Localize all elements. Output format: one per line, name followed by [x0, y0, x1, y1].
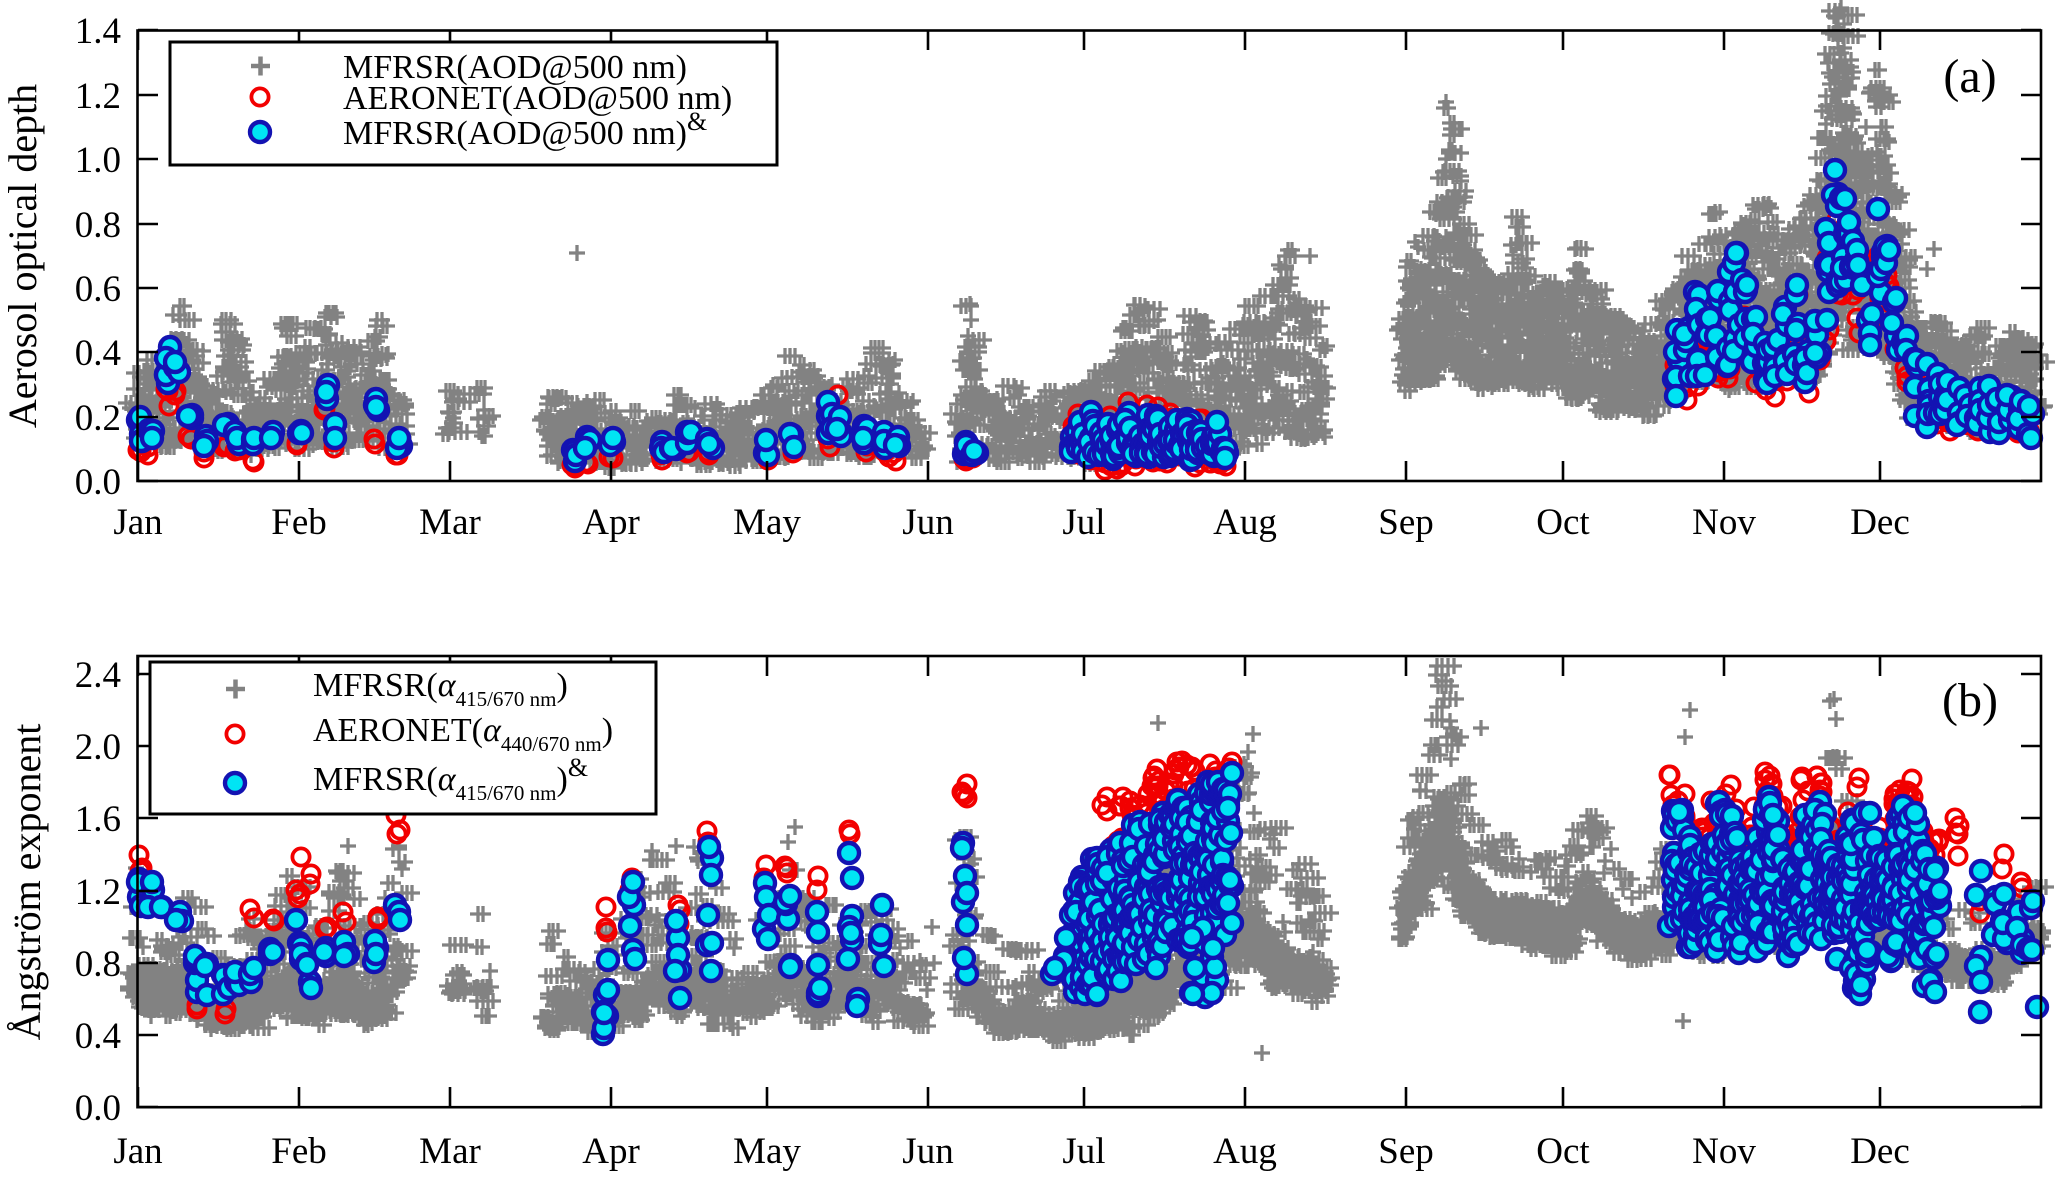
- svg-text:MFRSR(AOD@500 nm): MFRSR(AOD@500 nm): [343, 49, 687, 86]
- svg-text:Dec: Dec: [1850, 502, 1910, 543]
- svg-text:AERONET(AOD@500 nm): AERONET(AOD@500 nm): [343, 80, 732, 117]
- svg-text:0.8: 0.8: [75, 944, 121, 985]
- svg-text:Jan: Jan: [113, 1131, 162, 1172]
- svg-text:Aerosol optical depth: Aerosol optical depth: [0, 84, 45, 428]
- svg-text:Feb: Feb: [271, 502, 327, 543]
- svg-text:Jun: Jun: [902, 502, 953, 543]
- svg-text:0.8: 0.8: [75, 205, 121, 246]
- svg-text:1.2: 1.2: [75, 76, 121, 117]
- svg-text:Jul: Jul: [1062, 502, 1105, 543]
- svg-text:Nov: Nov: [1692, 1131, 1756, 1172]
- svg-text:0.2: 0.2: [75, 398, 121, 439]
- svg-text:(b): (b): [1942, 674, 1998, 727]
- svg-text:Aug: Aug: [1213, 1131, 1277, 1172]
- svg-text:Apr: Apr: [582, 1131, 640, 1172]
- svg-text:1.6: 1.6: [75, 799, 121, 840]
- svg-text:Sep: Sep: [1378, 502, 1434, 543]
- svg-text:Jul: Jul: [1062, 1131, 1105, 1172]
- svg-text:May: May: [733, 502, 801, 543]
- svg-text:Mar: Mar: [419, 502, 481, 543]
- svg-text:0.0: 0.0: [75, 462, 121, 503]
- svg-text:Apr: Apr: [582, 502, 640, 543]
- svg-text:MFRSR(AOD@500 nm)&: MFRSR(AOD@500 nm)&: [343, 107, 707, 152]
- svg-text:Jun: Jun: [902, 1131, 953, 1172]
- svg-text:(a): (a): [1943, 50, 1996, 103]
- svg-text:Sep: Sep: [1378, 1131, 1434, 1172]
- svg-text:0.6: 0.6: [75, 269, 121, 310]
- svg-text:2.4: 2.4: [75, 655, 121, 696]
- svg-text:0.4: 0.4: [75, 333, 121, 374]
- svg-text:Jan: Jan: [113, 502, 162, 543]
- svg-text:Oct: Oct: [1536, 1131, 1590, 1172]
- svg-text:Mar: Mar: [419, 1131, 481, 1172]
- svg-text:Oct: Oct: [1536, 502, 1590, 543]
- svg-text:1.0: 1.0: [75, 140, 121, 181]
- svg-text:May: May: [733, 1131, 801, 1172]
- svg-text:Nov: Nov: [1692, 502, 1756, 543]
- svg-text:1.4: 1.4: [75, 11, 121, 52]
- svg-text:Feb: Feb: [271, 1131, 327, 1172]
- svg-text:Ångström exponent: Ångström exponent: [4, 724, 49, 1041]
- svg-text:Dec: Dec: [1850, 1131, 1910, 1172]
- svg-text:0.4: 0.4: [75, 1016, 121, 1057]
- svg-text:Aug: Aug: [1213, 502, 1277, 543]
- svg-text:2.0: 2.0: [75, 727, 121, 768]
- svg-text:0.0: 0.0: [75, 1088, 121, 1129]
- svg-text:1.2: 1.2: [75, 872, 121, 913]
